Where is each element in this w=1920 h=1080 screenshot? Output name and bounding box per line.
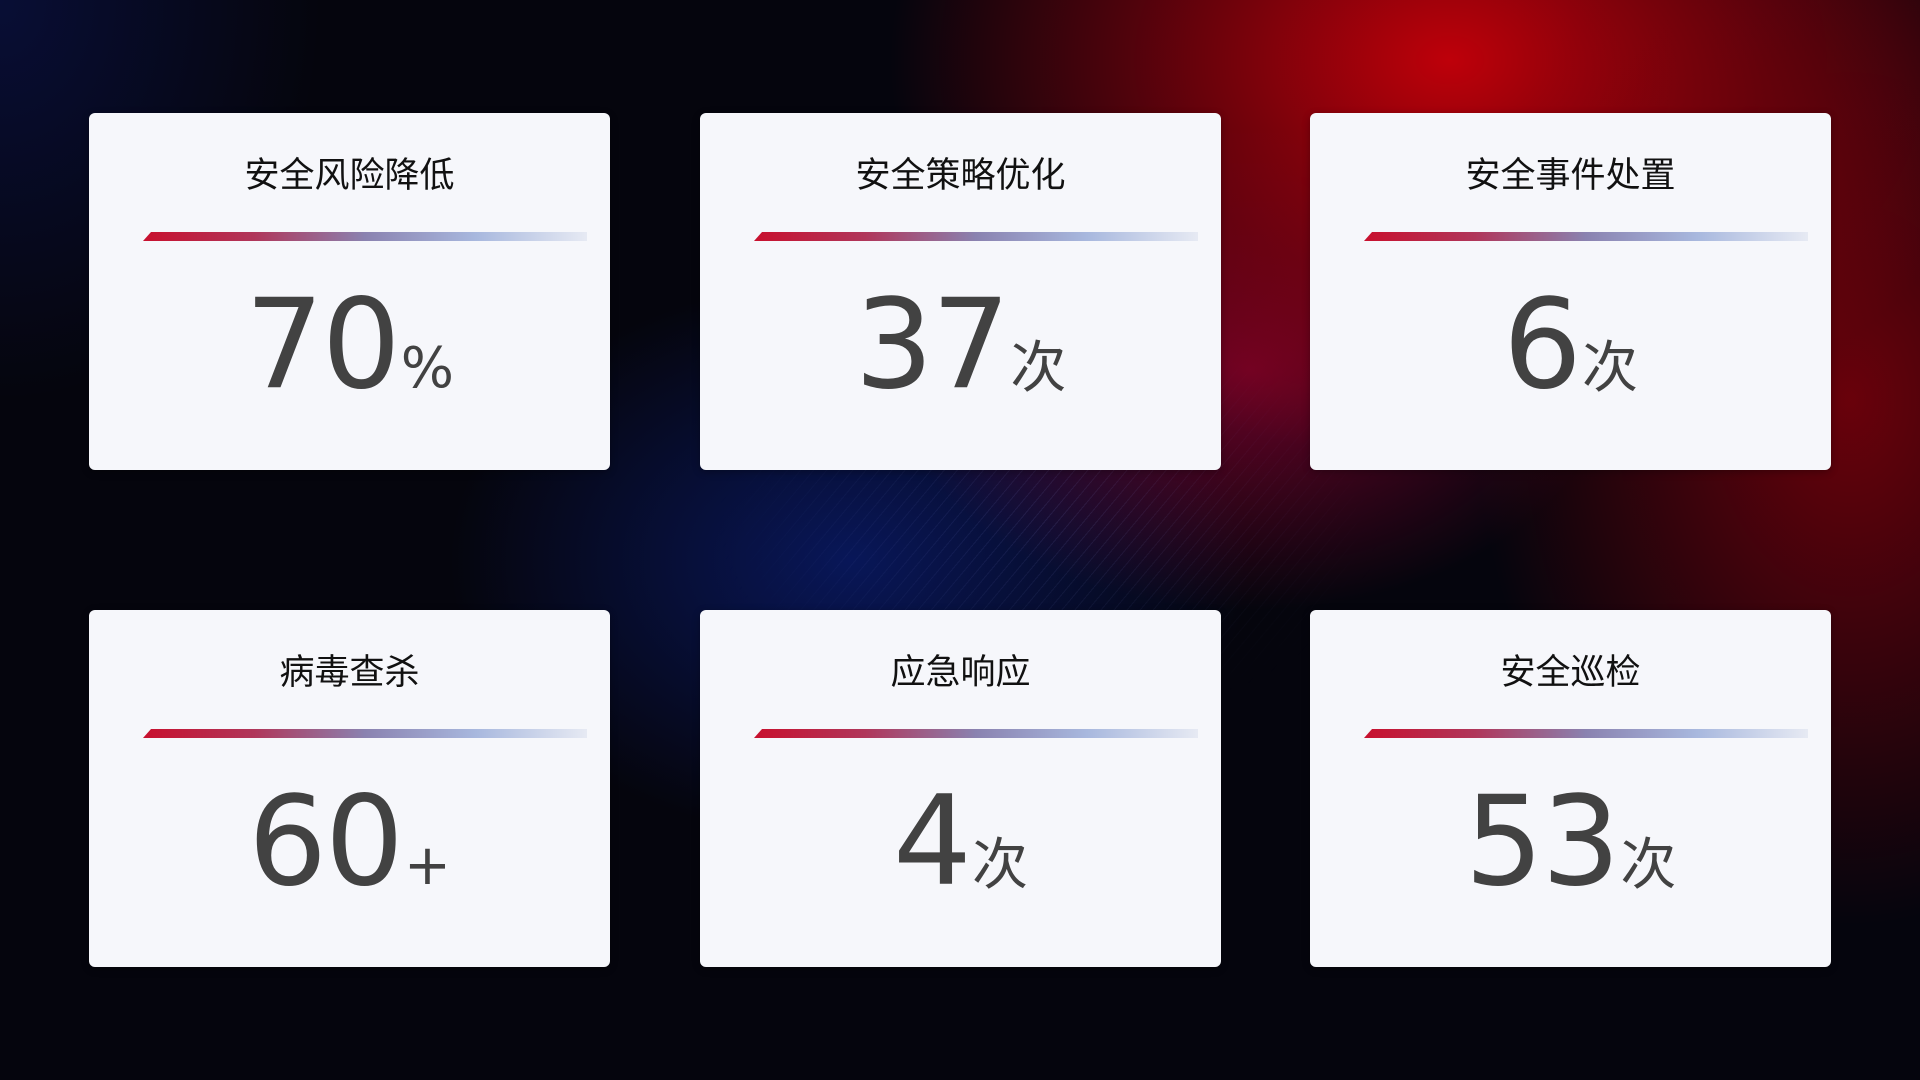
value-number: 70 (244, 273, 401, 417)
value-number: 53 (1464, 770, 1621, 914)
card-value: 60+ (89, 780, 610, 904)
value-unit: 次 (1581, 336, 1638, 401)
card-divider (143, 729, 587, 738)
card-divider (1364, 232, 1808, 241)
card-divider (143, 232, 587, 241)
value-unit: 次 (1010, 336, 1067, 401)
value-unit: 次 (1620, 833, 1677, 898)
stat-card-incident-handling: 安全事件处置 6次 (1310, 113, 1831, 470)
stat-card-emergency-response: 应急响应 4次 (700, 610, 1221, 967)
card-title: 应急响应 (890, 653, 1031, 693)
card-value: 70% (89, 283, 610, 407)
card-value: 4次 (700, 780, 1221, 904)
value-unit: 次 (971, 833, 1028, 898)
card-title: 安全策略优化 (855, 156, 1066, 196)
value-number: 37 (854, 273, 1011, 417)
value-unit: + (403, 833, 451, 898)
card-divider (1364, 729, 1808, 738)
card-title: 安全风险降低 (244, 156, 455, 196)
stat-card-virus-removal: 病毒查杀 60+ (89, 610, 610, 967)
card-divider (754, 232, 1198, 241)
value-number: 4 (893, 770, 972, 914)
card-title: 安全巡检 (1500, 653, 1641, 693)
stat-card-security-inspection: 安全巡检 53次 (1310, 610, 1831, 967)
value-number: 6 (1503, 273, 1582, 417)
card-value: 37次 (700, 283, 1221, 407)
card-value: 6次 (1310, 283, 1831, 407)
card-title: 安全事件处置 (1465, 156, 1676, 196)
card-value: 53次 (1310, 780, 1831, 904)
stat-card-risk-reduction: 安全风险降低 70% (89, 113, 610, 470)
value-number: 60 (248, 770, 404, 914)
card-title: 病毒查杀 (279, 653, 420, 693)
card-divider (754, 729, 1198, 738)
stat-card-policy-optimization: 安全策略优化 37次 (700, 113, 1221, 470)
value-unit: % (400, 336, 454, 401)
